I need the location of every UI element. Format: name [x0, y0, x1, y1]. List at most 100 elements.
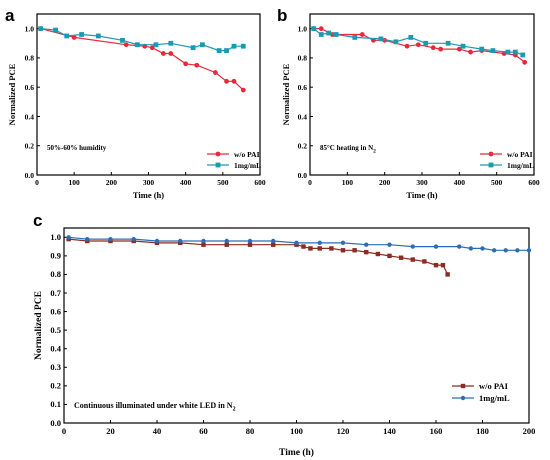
y-axis-title: Normalized PCE [7, 63, 17, 125]
data-point [108, 236, 113, 242]
y-tick-label: 0.4 [298, 112, 308, 121]
data-point [199, 42, 205, 48]
legend-marker [215, 151, 221, 157]
data-point [378, 36, 384, 42]
x-axis-title: Time (h) [279, 447, 314, 458]
data-point [340, 240, 346, 246]
plot-frame [63, 227, 530, 424]
x-tick-label: 300 [143, 178, 155, 187]
y-tick-label: 0.0 [50, 418, 61, 428]
data-point [387, 253, 392, 259]
legend-label: 1mg/mL [234, 161, 261, 170]
data-point [38, 26, 44, 32]
chart-panel-c: c 0 20 40 60 80 100 120 140 160 180 200 0.0 0.1 0.2 0.3… [33, 211, 535, 458]
x-tick-label: 0 [35, 178, 39, 187]
data-point [64, 33, 70, 39]
data-point [430, 45, 436, 51]
data-point [329, 246, 334, 251]
x-tick-label: 500 [217, 178, 229, 187]
data-point [149, 45, 155, 51]
y-axis-title: Normalized PCE [34, 291, 44, 360]
data-point [123, 42, 129, 48]
data-point [131, 236, 136, 242]
data-point [154, 238, 160, 244]
legend-marker [488, 151, 494, 157]
y-tick-label: 0.4 [50, 344, 61, 354]
annotation: 85°C heating in N2 [320, 144, 376, 155]
y-tick-label: 0.6 [50, 306, 61, 316]
legend-marker [488, 162, 494, 168]
annotation: Continuous illuminated under white LED i… [74, 401, 236, 413]
y-tick-label: 0.5 [50, 325, 61, 335]
panel-letter: c [33, 211, 42, 230]
y-tick-label: 0.8 [50, 269, 61, 279]
y-tick-label: 0.2 [25, 142, 35, 151]
series-1 [311, 26, 526, 58]
x-tick-label: 400 [180, 178, 192, 187]
x-axis-title: Time (h) [133, 190, 164, 200]
y-tick-label: 1.0 [25, 24, 35, 33]
data-point [491, 248, 497, 253]
data-point [479, 46, 485, 52]
data-point [326, 30, 332, 36]
y-tick-label: 1.0 [298, 24, 308, 33]
x-tick-label: 200 [106, 178, 118, 187]
panel-letter: b [277, 6, 287, 25]
data-point [317, 240, 322, 246]
legend-entry: 1mg/mL [207, 161, 261, 170]
data-point [231, 43, 237, 49]
data-point [408, 35, 414, 40]
legend-marker [460, 383, 466, 389]
data-point [398, 255, 404, 260]
data-point [224, 242, 229, 247]
data-point [438, 46, 444, 52]
data-point [468, 49, 473, 55]
data-point [352, 248, 357, 253]
legend-entry: w/o PAI [452, 381, 509, 391]
x-tick-label: 140 [383, 426, 396, 436]
annotation: 50%-60% humidity [47, 144, 107, 152]
data-point [190, 45, 196, 51]
x-tick-label: 100 [290, 426, 303, 436]
chart-panel-a: a 0 100 200 300 400 500 600 0.0 0.2 0.4 0.6 0.8 1.0 Ti… [5, 6, 266, 200]
x-axis-title: Time (h) [406, 190, 437, 200]
x-tick-label: 600 [528, 178, 540, 187]
data-point [480, 246, 485, 251]
x-tick-label: 180 [476, 426, 489, 436]
x-tick-label: 500 [491, 178, 503, 187]
data-point [410, 244, 415, 249]
data-point [224, 78, 229, 84]
data-point [240, 43, 246, 49]
y-tick-label: 0.7 [50, 288, 61, 298]
panel-letter: a [5, 6, 15, 25]
x-tick-label: 600 [254, 178, 266, 187]
data-point [318, 32, 324, 37]
data-point [201, 238, 206, 244]
x-tick-label: 100 [342, 178, 354, 187]
data-point [231, 78, 237, 84]
data-point [375, 251, 381, 257]
data-point [271, 238, 276, 244]
series-1 [66, 235, 532, 253]
data-point [213, 70, 218, 75]
series-1 [38, 26, 246, 53]
y-tick-label: 0.8 [25, 54, 35, 63]
legend-label: w/o PAI [479, 381, 509, 391]
data-point [308, 246, 313, 251]
data-point [178, 238, 183, 244]
y-tick-label: 0.2 [50, 381, 61, 391]
data-point [445, 272, 450, 277]
data-point [457, 244, 462, 249]
data-point [393, 39, 399, 45]
x-tick-label: 300 [416, 178, 428, 187]
x-tick-label: 200 [523, 426, 536, 436]
data-point [505, 49, 511, 55]
y-tick-label: 0.0 [298, 171, 308, 180]
data-point [526, 248, 532, 253]
data-point [134, 42, 140, 48]
data-point [247, 242, 253, 247]
data-point [456, 46, 462, 52]
x-tick-label: 40 [153, 426, 162, 436]
data-point [317, 246, 322, 251]
